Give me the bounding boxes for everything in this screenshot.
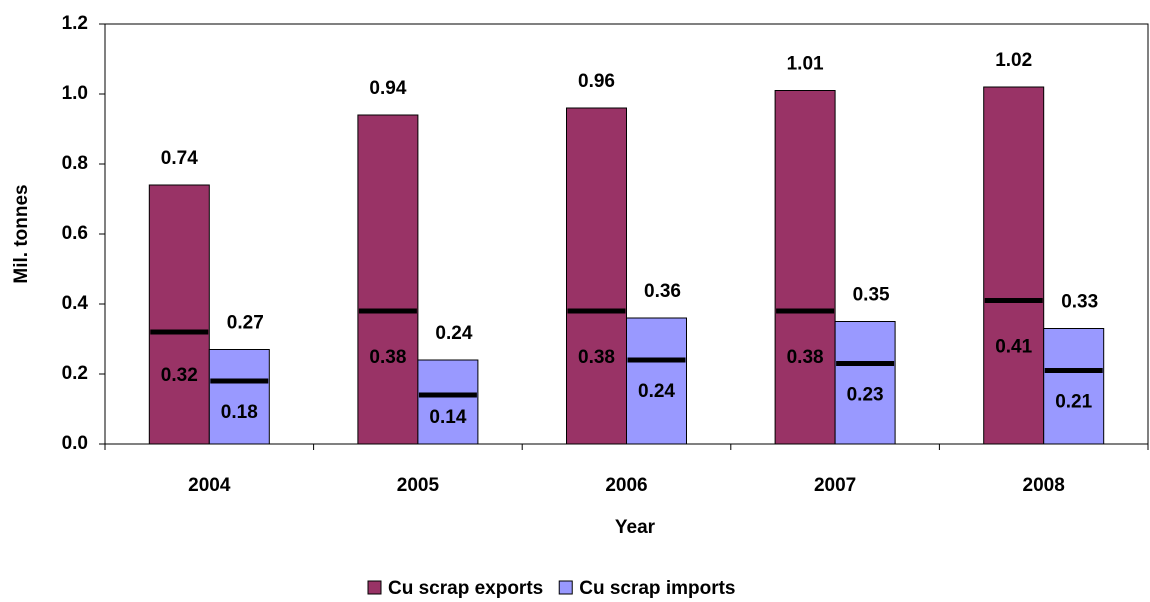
line-label: 0.21	[1055, 392, 1092, 413]
bar	[148, 184, 210, 445]
bar	[208, 349, 270, 445]
value-label: 0.36	[644, 281, 681, 302]
y-tick-label: 0.2	[62, 363, 88, 384]
value-label: 0.96	[578, 71, 615, 92]
bar	[626, 317, 687, 445]
x-tick-label: 2005	[397, 475, 440, 496]
line-label: 0.18	[221, 402, 258, 423]
y-tick-label: 1.2	[62, 13, 88, 34]
value-label: 1.01	[787, 54, 824, 75]
x-tick-label: 2006	[605, 475, 647, 496]
bar	[983, 86, 1045, 445]
value-label: 0.24	[435, 323, 472, 344]
y-tick-label: 0.0	[62, 433, 88, 454]
plot-border	[104, 23, 1149, 445]
bar	[417, 359, 479, 445]
y-tick-label: 0.4	[62, 293, 89, 314]
bar	[834, 321, 896, 445]
x-axis-title: Year	[615, 517, 656, 538]
y-axis-title: Mil. tonnes	[11, 184, 32, 283]
y-tick-label: 1.0	[62, 83, 88, 104]
line-label: 0.24	[638, 381, 675, 402]
line-label: 0.14	[429, 407, 466, 428]
line-label: 0.32	[161, 365, 198, 386]
value-label: 0.74	[161, 148, 198, 169]
bar	[357, 114, 419, 445]
legend-swatch	[558, 580, 573, 595]
x-tick-label: 2008	[1023, 475, 1065, 496]
legend-swatch	[367, 580, 382, 595]
line-label: 0.41	[995, 337, 1032, 358]
bar	[566, 107, 627, 445]
value-label: 0.94	[369, 78, 406, 99]
bar	[774, 90, 836, 445]
line-label: 0.38	[578, 347, 615, 368]
bar	[1043, 328, 1105, 445]
x-tick-label: 2004	[188, 475, 231, 496]
line-label: 0.38	[787, 347, 824, 368]
line-label: 0.23	[847, 385, 884, 406]
line-label: 0.38	[369, 347, 406, 368]
value-label: 0.27	[227, 313, 264, 334]
value-label: 1.02	[995, 50, 1032, 71]
value-label: 0.33	[1061, 292, 1098, 313]
y-tick-label: 0.8	[62, 153, 88, 174]
value-label: 0.35	[853, 285, 890, 306]
x-tick-label: 2007	[814, 475, 856, 496]
y-tick-label: 0.6	[62, 223, 88, 244]
legend-label: Cu scrap exports	[388, 578, 543, 599]
legend-label: Cu scrap imports	[579, 578, 735, 599]
